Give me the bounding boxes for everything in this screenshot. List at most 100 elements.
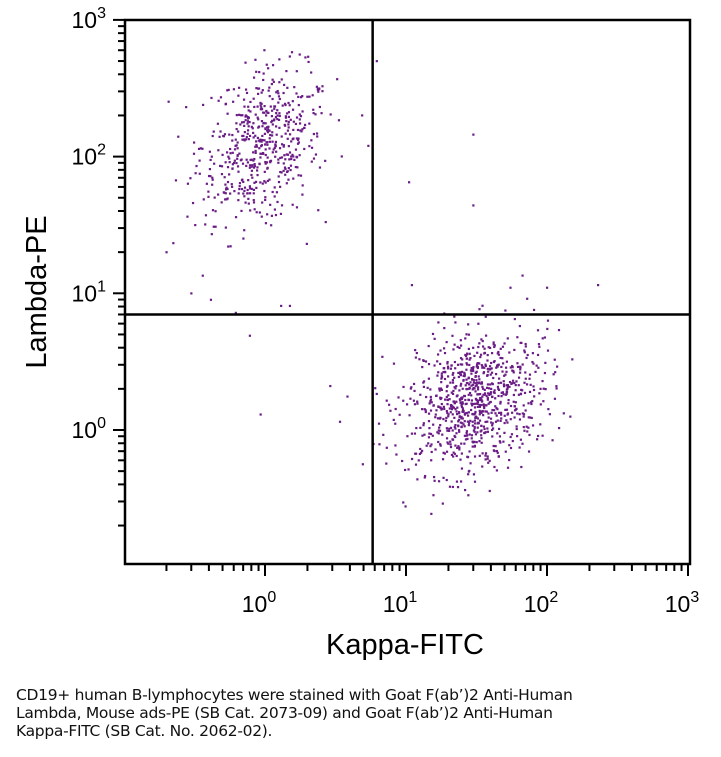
data-point: [461, 363, 464, 366]
data-point: [418, 358, 421, 361]
data-point: [478, 409, 481, 412]
data-point: [456, 345, 459, 349]
y-tick-label: 102: [72, 142, 107, 170]
data-point: [519, 371, 522, 374]
data-point: [314, 153, 318, 156]
data-point: [261, 125, 264, 128]
data-point: [471, 378, 474, 381]
data-point: [528, 377, 531, 380]
data-point: [320, 112, 323, 115]
data-point: [226, 197, 229, 200]
data-point: [457, 445, 460, 448]
data-point: [259, 138, 262, 141]
data-point: [471, 404, 474, 407]
data-point: [247, 105, 250, 108]
data-point: [226, 187, 229, 191]
data-point: [428, 426, 431, 430]
data-point: [499, 441, 502, 444]
data-point: [220, 165, 224, 168]
data-point: [268, 137, 271, 140]
data-point: [430, 450, 433, 454]
data-point: [509, 418, 512, 421]
data-point: [279, 185, 282, 188]
data-point: [259, 104, 262, 107]
data-point: [264, 162, 267, 165]
data-point: [266, 131, 270, 134]
data-point: [471, 383, 475, 386]
data-point: [297, 141, 300, 144]
data-point: [513, 381, 516, 385]
data-point: [437, 432, 440, 435]
data-point: [491, 395, 494, 398]
data-point: [521, 363, 524, 366]
data-point: [227, 88, 230, 92]
data-point: [278, 97, 281, 101]
data-point: [474, 410, 477, 414]
data-point: [275, 150, 278, 153]
data-point: [457, 420, 460, 423]
data-point: [439, 362, 442, 366]
data-point: [424, 474, 427, 478]
data-point: [273, 208, 277, 211]
data-point: [445, 390, 448, 393]
data-point: [455, 410, 458, 413]
data-point: [509, 404, 513, 408]
data-point: [481, 366, 484, 369]
data-point: [294, 165, 297, 169]
data-point: [527, 416, 530, 419]
data-point: [202, 103, 205, 107]
data-point: [487, 402, 490, 405]
data-point: [280, 156, 284, 159]
data-point: [539, 403, 542, 406]
data-point: [490, 371, 494, 374]
data-point: [468, 352, 471, 355]
data-point: [499, 356, 502, 360]
data-point: [436, 374, 439, 377]
data-point: [425, 395, 428, 399]
data-point: [439, 397, 442, 401]
data-point: [267, 89, 270, 92]
data-point: [271, 123, 274, 126]
data-point: [264, 222, 268, 225]
data-point: [461, 370, 464, 373]
data-point: [280, 78, 283, 81]
data-point: [442, 370, 445, 374]
data-point: [223, 191, 226, 194]
data-point: [433, 479, 436, 482]
data-point: [297, 95, 300, 99]
data-point: [375, 60, 378, 63]
data-point: [329, 384, 332, 388]
data-point: [301, 110, 304, 113]
data-point: [499, 419, 502, 422]
data-point: [414, 356, 417, 359]
data-point: [477, 393, 481, 396]
data-point: [204, 223, 207, 226]
data-point: [496, 385, 500, 388]
data-point: [244, 88, 248, 91]
data-point: [480, 404, 483, 407]
data-point: [468, 421, 471, 424]
data-point: [255, 70, 258, 73]
data-point: [262, 72, 265, 75]
data-point: [407, 468, 410, 471]
data-point: [504, 408, 507, 411]
data-point: [472, 369, 475, 373]
data-point: [446, 360, 449, 364]
data-point: [503, 374, 506, 377]
data-point: [248, 334, 251, 337]
data-point: [471, 420, 474, 423]
data-point: [217, 99, 220, 102]
data-point: [488, 365, 492, 368]
data-point: [487, 346, 490, 349]
data-point: [497, 353, 500, 356]
data-point: [506, 384, 509, 387]
data-point: [295, 156, 299, 159]
data-point: [484, 315, 487, 318]
data-point: [528, 416, 532, 419]
data-point: [248, 192, 252, 195]
data-point: [454, 423, 457, 427]
x-tick-label: 101: [383, 589, 418, 617]
data-point: [537, 343, 541, 346]
data-point: [494, 412, 497, 415]
data-point: [430, 512, 433, 515]
